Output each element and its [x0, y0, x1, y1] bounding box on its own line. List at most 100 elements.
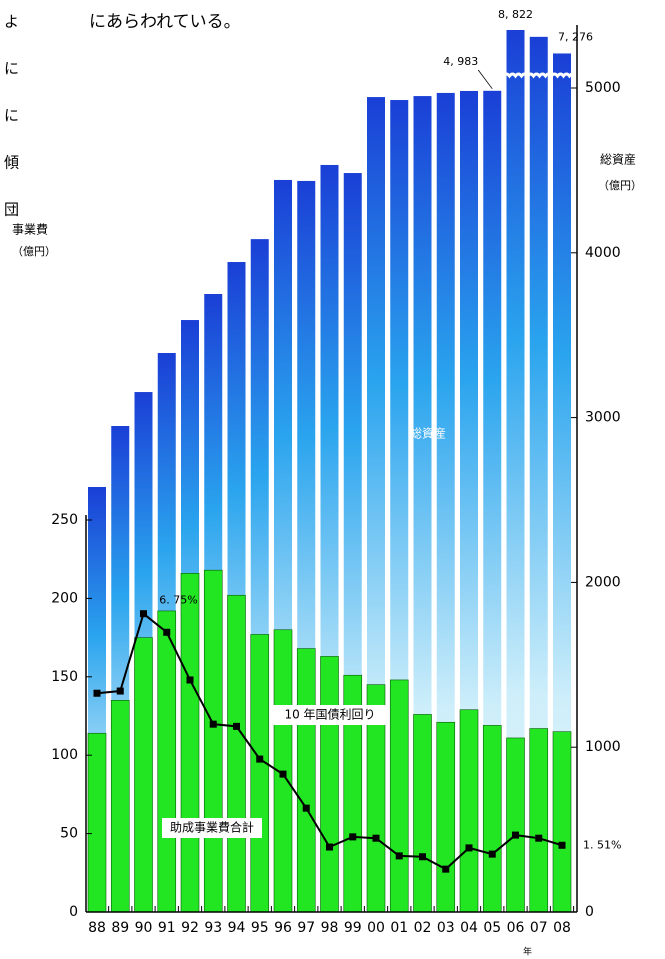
grant-bar	[296, 648, 316, 913]
asset-bar	[436, 92, 455, 913]
grant-bar	[482, 725, 502, 913]
yield-marker	[140, 610, 147, 618]
y-tick-label: 100	[51, 747, 78, 763]
grant-bar	[87, 732, 107, 913]
x-tick-label: 95	[251, 920, 269, 936]
x-tick-label: 07	[530, 920, 548, 936]
yield-marker	[256, 755, 264, 763]
leader-line	[477, 69, 493, 90]
x-tick-label: 04	[460, 920, 478, 936]
grant-bar	[389, 679, 409, 913]
value-label: 6. 75%	[159, 594, 197, 607]
yield-marker	[116, 687, 124, 695]
yield-marker	[186, 676, 194, 684]
yield-marker	[512, 831, 519, 839]
yield-marker	[279, 770, 287, 778]
yield-marker	[558, 841, 566, 849]
yield-marker	[326, 843, 333, 851]
side-char: よ	[4, 13, 19, 31]
x-tick-label: 90	[135, 920, 153, 936]
grant-bar	[227, 594, 246, 913]
y-tick-label: 0	[69, 904, 78, 920]
y2-label: 総資産	[600, 152, 636, 167]
series-label: 10 年国債利回り	[284, 707, 375, 722]
y-unit: （億円）	[12, 245, 56, 258]
x-tick-label: 01	[390, 920, 408, 936]
y2-tick-label: 5000	[585, 80, 621, 96]
series-label: 総資産	[410, 426, 446, 441]
yield-marker	[465, 844, 473, 852]
y2-tick-label: 1000	[585, 739, 621, 755]
x-tick-label: 08	[553, 920, 571, 936]
grant-bar	[459, 709, 479, 913]
yield-marker	[349, 833, 357, 841]
side-char: に	[4, 60, 19, 78]
y2-unit: （億円）	[598, 179, 642, 192]
grant-bar	[506, 737, 525, 913]
x-tick-label: 97	[297, 920, 315, 936]
yield-marker	[233, 722, 240, 730]
y-tick-label: 50	[60, 826, 78, 842]
series-label: 助成事業費合計	[170, 820, 254, 835]
y-tick-label: 200	[51, 590, 78, 606]
yield-marker	[535, 834, 543, 842]
side-char: 傾	[4, 154, 19, 172]
asset-bar	[529, 36, 548, 913]
y-tick-label: 150	[51, 669, 78, 685]
grant-bar	[552, 731, 572, 913]
grant-bar	[529, 728, 549, 913]
x-tick-label: 91	[158, 920, 176, 936]
yield-marker	[302, 804, 310, 812]
asset-bar	[506, 30, 525, 912]
asset-bar	[483, 90, 502, 913]
yield-marker	[442, 865, 450, 873]
x-tick-label: 98	[321, 920, 339, 936]
asset-bar	[553, 53, 571, 913]
y-tick-label: 250	[51, 512, 78, 528]
x-tick-label: 06	[507, 920, 525, 936]
x-tick-label: 93	[204, 920, 222, 936]
yield-marker	[209, 720, 217, 728]
x-tick-label: 00	[367, 920, 385, 936]
value-label: 8, 822	[498, 8, 533, 21]
x-tick-label: 88	[88, 920, 106, 936]
x-tick-label: 96	[274, 920, 292, 936]
y2-tick-label: 0	[585, 904, 594, 920]
x-unit: 年	[523, 946, 532, 958]
y-label: 事業費	[12, 222, 48, 237]
yield-marker	[372, 834, 380, 842]
asset-bar	[460, 90, 478, 912]
side-char: に	[4, 107, 19, 125]
value-label: 4, 983	[443, 55, 478, 68]
grant-bar	[110, 700, 130, 913]
grant-bar	[134, 637, 153, 913]
x-tick-label: 05	[483, 920, 501, 936]
x-tick-label: 94	[228, 920, 246, 936]
grant-bar	[157, 610, 177, 913]
label-box	[272, 705, 388, 725]
y2-tick-label: 3000	[585, 410, 621, 426]
yield-marker	[93, 689, 101, 697]
asset-bar	[413, 96, 432, 913]
label-box	[162, 818, 262, 838]
x-tick-label: 89	[111, 920, 129, 936]
value-label: 1. 51%	[583, 838, 621, 851]
axis-break	[502, 72, 577, 79]
grant-bar	[250, 634, 270, 913]
yield-marker	[419, 853, 426, 861]
x-tick-label: 99	[344, 920, 362, 936]
yield-marker	[395, 852, 403, 860]
x-tick-label: 02	[414, 920, 432, 936]
side-char: 団	[4, 201, 19, 219]
x-tick-label: 92	[181, 920, 199, 936]
value-label: 7, 276	[558, 30, 593, 43]
grant-bar	[203, 569, 223, 913]
grant-bar	[436, 721, 456, 913]
x-tick-label: 03	[437, 920, 455, 936]
yield-marker	[163, 628, 171, 636]
yield-marker	[488, 850, 496, 858]
y2-tick-label: 2000	[585, 574, 621, 590]
grant-bar	[320, 656, 339, 913]
